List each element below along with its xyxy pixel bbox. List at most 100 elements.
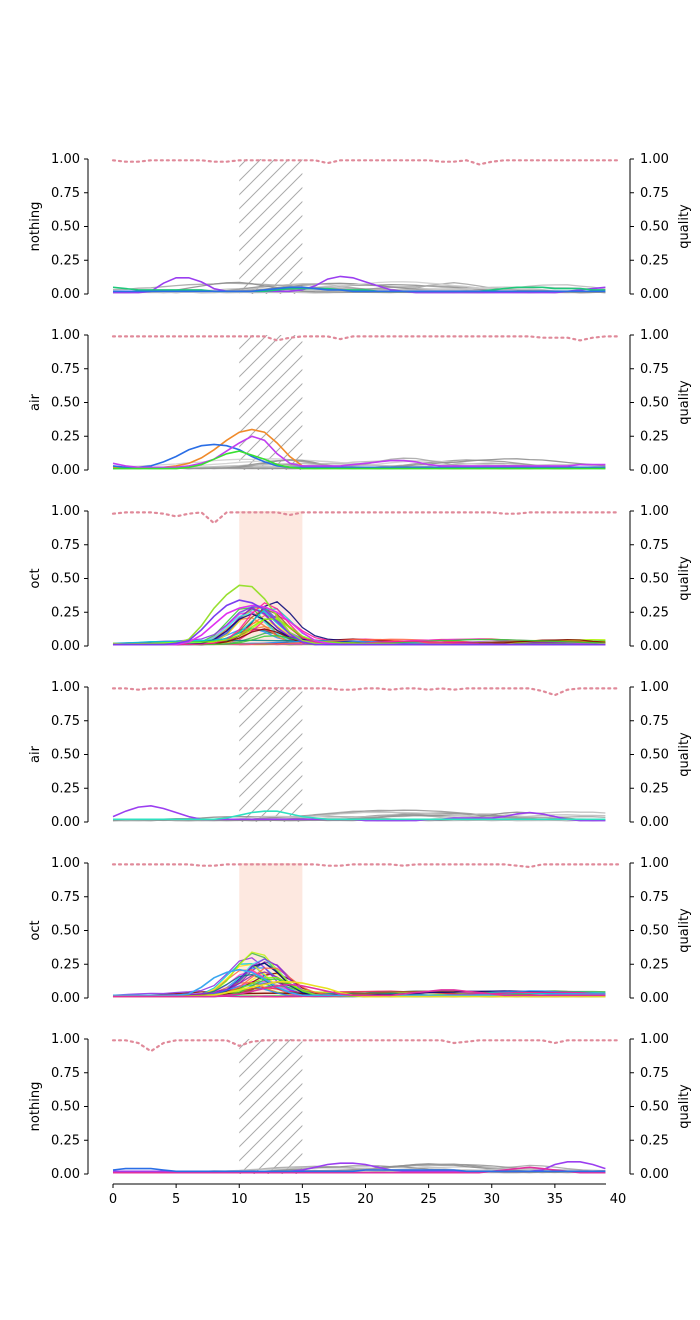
y-tick-label: 0.50	[51, 924, 80, 939]
y-tick-label: 0.25	[51, 781, 80, 796]
y-tick-label-right: 1.00	[640, 856, 669, 871]
y-tick-label-right: 0.75	[640, 538, 669, 553]
stimulus-window	[239, 1039, 303, 1174]
y-tick-label-right: 1.00	[640, 328, 669, 343]
y-tick-label: 0.25	[51, 957, 80, 972]
y-tick-label: 0.50	[51, 396, 80, 411]
y-tick-label-right: 0.25	[640, 1133, 669, 1148]
y-axis-label: air	[28, 745, 43, 763]
y-tick-label: 1.00	[51, 152, 80, 167]
y-tick-label-right: 0.00	[640, 287, 669, 302]
panel-1: 0.00 0.00 0.25 0.25 0.50 0.50 0.75 0.75 1.00 1.00…	[28, 152, 692, 302]
series-line-highlight	[113, 983, 606, 998]
y-tick-label-right: 0.75	[640, 362, 669, 377]
series-line	[112, 602, 606, 646]
panel-6: 0.00 0.00 0.25 0.25 0.50 0.50 0.75 0.75 1.00 1.00…	[28, 1032, 692, 1207]
y-tick-label-right: 0.25	[640, 429, 669, 444]
y-tick-label-right: 0.50	[640, 220, 669, 235]
y-tick-label: 0.00	[51, 991, 80, 1006]
x-tick-label: 20	[357, 1192, 374, 1207]
y-tick-label: 0.00	[51, 463, 80, 478]
y-tick-label-right: 0.75	[640, 186, 669, 201]
y-tick-label: 0.75	[51, 1066, 80, 1081]
y-axis-label-right: quality	[677, 908, 692, 953]
y-axis-label-right: quality	[677, 556, 692, 601]
panel-2: 0.00 0.00 0.25 0.25 0.50 0.50 0.75 0.75 1.00 1.00…	[28, 328, 692, 478]
panel-3: 0.00 0.00 0.25 0.25 0.50 0.50 0.75 0.75 1.00 1.00…	[28, 504, 692, 654]
quality-line	[111, 159, 620, 166]
y-tick-label: 0.25	[51, 605, 80, 620]
y-tick-label-right: 0.25	[640, 781, 669, 796]
y-tick-label: 0.25	[51, 253, 80, 268]
y-tick-label-right: 1.00	[640, 504, 669, 519]
y-axis-label-right: quality	[677, 1084, 692, 1129]
y-tick-label-right: 1.00	[640, 680, 669, 695]
series-line-highlight	[113, 286, 606, 293]
y-tick-label-right: 0.75	[640, 890, 669, 905]
y-tick-label: 0.75	[51, 186, 80, 201]
y-tick-label: 0.00	[51, 1167, 80, 1182]
y-tick-label-right: 0.50	[640, 1100, 669, 1115]
series-line-highlight	[112, 286, 606, 293]
quality-line	[111, 511, 620, 525]
y-tick-label: 0.25	[51, 429, 80, 444]
x-tick-label: 30	[483, 1192, 500, 1207]
quality-line	[111, 687, 620, 697]
y-axis-label-right: quality	[677, 380, 692, 425]
y-tick-label-right: 0.50	[640, 748, 669, 763]
y-tick-label: 0.00	[51, 287, 80, 302]
y-tick-label: 0.50	[51, 748, 80, 763]
y-tick-label-right: 0.50	[640, 924, 669, 939]
y-tick-label: 0.50	[51, 220, 80, 235]
y-tick-label: 0.25	[51, 1133, 80, 1148]
series-line	[112, 951, 606, 998]
y-tick-label-right: 0.00	[640, 639, 669, 654]
y-tick-label-right: 0.25	[640, 605, 669, 620]
y-axis-label: oct	[28, 568, 43, 588]
x-tick-label: 40	[610, 1192, 627, 1207]
x-tick-label: 5	[172, 1192, 180, 1207]
y-tick-label: 0.00	[51, 815, 80, 830]
y-axis-label-right: quality	[677, 204, 692, 249]
x-tick-label: 25	[420, 1192, 437, 1207]
y-tick-label-right: 0.50	[640, 396, 669, 411]
series-line-highlight	[112, 584, 606, 646]
y-tick-label: 0.50	[51, 572, 80, 587]
y-tick-label-right: 0.75	[640, 1066, 669, 1081]
quality-line	[111, 335, 620, 342]
y-tick-label-right: 0.25	[640, 253, 669, 268]
stimulus-window	[239, 687, 303, 822]
stimulus-window	[239, 335, 303, 470]
series-line	[113, 952, 606, 998]
series-line-highlight	[113, 450, 606, 470]
y-tick-label-right: 0.50	[640, 572, 669, 587]
y-tick-label-right: 1.00	[640, 1032, 669, 1047]
y-tick-label: 1.00	[51, 328, 80, 343]
quality-line	[111, 1039, 620, 1053]
stimulus-window	[239, 159, 303, 294]
y-tick-label-right: 0.75	[640, 714, 669, 729]
y-tick-label: 1.00	[51, 1032, 80, 1047]
y-axis-label: nothing	[28, 1082, 43, 1132]
y-tick-label-right: 0.25	[640, 957, 669, 972]
y-tick-label-right: 1.00	[640, 152, 669, 167]
y-tick-label: 1.00	[51, 856, 80, 871]
y-tick-label: 0.75	[51, 714, 80, 729]
y-tick-label: 0.75	[51, 362, 80, 377]
series-line-highlight	[113, 1166, 606, 1174]
y-axis-label: air	[28, 393, 43, 411]
y-tick-label-right: 0.00	[640, 463, 669, 478]
series-line-highlight	[112, 435, 606, 469]
series-line	[112, 601, 606, 646]
y-tick-label: 0.75	[51, 538, 80, 553]
y-tick-label: 0.50	[51, 1100, 80, 1115]
series-line-highlight	[113, 599, 606, 646]
x-tick-label: 0	[109, 1192, 117, 1207]
y-tick-label-right: 0.00	[640, 1167, 669, 1182]
y-tick-label: 1.00	[51, 680, 80, 695]
y-tick-label: 0.00	[51, 639, 80, 654]
y-tick-label-right: 0.00	[640, 815, 669, 830]
y-axis-label: oct	[28, 920, 43, 940]
x-tick-label: 10	[231, 1192, 248, 1207]
